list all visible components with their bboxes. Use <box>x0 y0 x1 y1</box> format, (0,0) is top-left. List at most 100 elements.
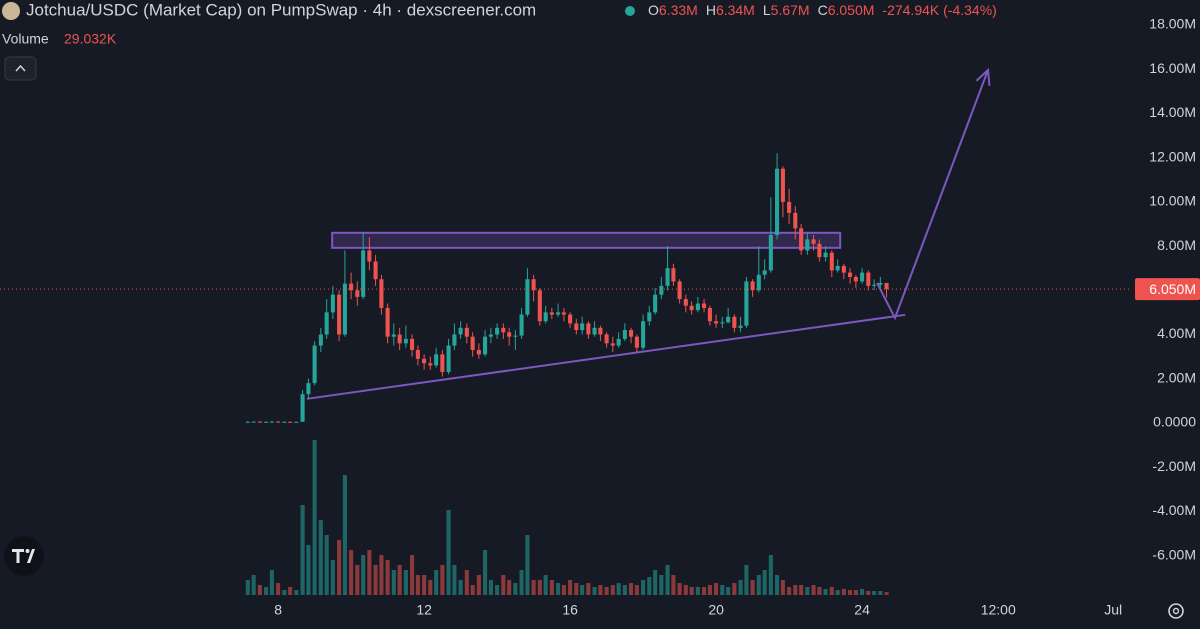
candle-body <box>403 338 408 344</box>
volume-bar <box>744 565 749 595</box>
volume-bar <box>537 580 542 595</box>
candle-body <box>269 421 274 423</box>
candle-body <box>665 268 670 286</box>
volume-bar <box>780 580 785 595</box>
volume-bar <box>714 583 719 595</box>
candle-body <box>616 338 621 346</box>
logo-dot <box>25 549 30 553</box>
tv-logo[interactable] <box>4 536 44 576</box>
volume-bar <box>574 583 579 595</box>
volume-bar <box>300 505 305 595</box>
volume-bar <box>568 580 573 595</box>
volume-bar <box>793 585 798 595</box>
volume-bar <box>805 587 810 595</box>
y-tick-label: -6.00M <box>1152 546 1196 562</box>
candle-body <box>641 321 646 348</box>
candle-body <box>841 265 846 273</box>
candle-body <box>610 343 615 346</box>
candle-body <box>342 283 347 335</box>
token-icon <box>2 2 20 20</box>
volume-bar <box>549 580 554 595</box>
candle-body <box>580 323 585 331</box>
candle-body <box>251 421 256 423</box>
volume-label: Volume <box>2 31 49 47</box>
y-tick-label: 16.00M <box>1149 60 1196 76</box>
candle-body <box>415 349 420 359</box>
volume-bar <box>860 589 865 595</box>
volume-bar <box>610 585 615 595</box>
volume-bar <box>422 575 427 595</box>
candle-body <box>884 282 889 290</box>
candle-body <box>288 421 293 423</box>
volume-bar <box>823 589 828 595</box>
button-frame[interactable] <box>4 56 37 81</box>
candle-body <box>829 252 834 271</box>
volume-bar <box>391 570 396 595</box>
candle-body <box>604 334 609 344</box>
candle-body <box>799 228 804 251</box>
ohlc-header: O6.33M H6.34M L5.67M C6.050M -274.94K (-4.34… <box>648 2 997 18</box>
y-tick-label: 10.00M <box>1149 193 1196 209</box>
settings-button[interactable] <box>1168 603 1184 619</box>
candle-body <box>695 303 700 311</box>
volume-bar <box>866 591 871 595</box>
volume-bar <box>768 555 773 595</box>
status-dot <box>625 6 635 16</box>
candle-body <box>488 334 493 337</box>
volume-bar <box>397 565 402 595</box>
volume-bar <box>653 570 658 595</box>
volume-bar <box>738 580 743 595</box>
y-tick-label: 2.00M <box>1157 369 1196 385</box>
candle-body <box>629 330 634 337</box>
gear[interactable] <box>1168 603 1184 619</box>
y-tick-label: 18.00M <box>1149 16 1196 32</box>
candle-body <box>373 261 378 280</box>
candle-body <box>513 335 518 337</box>
candle-body <box>574 323 579 331</box>
volume-bar <box>750 580 755 595</box>
candle-body <box>653 294 658 313</box>
x-tick-label: 8 <box>274 602 282 618</box>
candle-body <box>732 316 737 328</box>
candle-body <box>300 394 305 422</box>
volume-bar <box>294 590 299 595</box>
volume-bar <box>464 570 469 595</box>
volume-bar <box>245 580 250 595</box>
candle-body <box>458 327 463 335</box>
candle-body <box>264 421 269 423</box>
candle-body <box>702 303 707 308</box>
candle-body <box>470 336 475 350</box>
volume-bar <box>513 583 518 595</box>
candle-body <box>379 279 384 308</box>
candle-body <box>531 279 536 291</box>
ohlc-key: O <box>648 2 659 18</box>
volume-bar <box>811 585 816 595</box>
candle-body <box>714 321 719 324</box>
candle-body <box>507 332 512 337</box>
volume-bar <box>787 587 792 595</box>
candle-body <box>622 330 627 339</box>
candle-body <box>835 265 840 271</box>
volume-bar <box>641 580 646 595</box>
candle-body <box>592 327 597 335</box>
volume-bar <box>251 575 256 595</box>
collapse-button[interactable] <box>4 56 37 81</box>
candle-body <box>549 312 554 315</box>
candle-body <box>780 168 785 202</box>
volume-bar <box>878 591 883 595</box>
volume-bar <box>580 585 585 595</box>
candle-body <box>720 322 725 324</box>
candle-body <box>568 314 573 324</box>
candle-body <box>860 272 865 282</box>
candle-body <box>257 421 262 423</box>
volume-bar <box>707 585 712 595</box>
candle-body <box>428 363 433 366</box>
candle-body <box>750 281 755 291</box>
volume-bar <box>458 580 463 595</box>
volume-bar <box>264 587 269 595</box>
volume-bar <box>598 585 603 595</box>
candle-body <box>337 294 342 335</box>
candle-body <box>422 358 427 364</box>
volume-bar <box>495 585 500 595</box>
